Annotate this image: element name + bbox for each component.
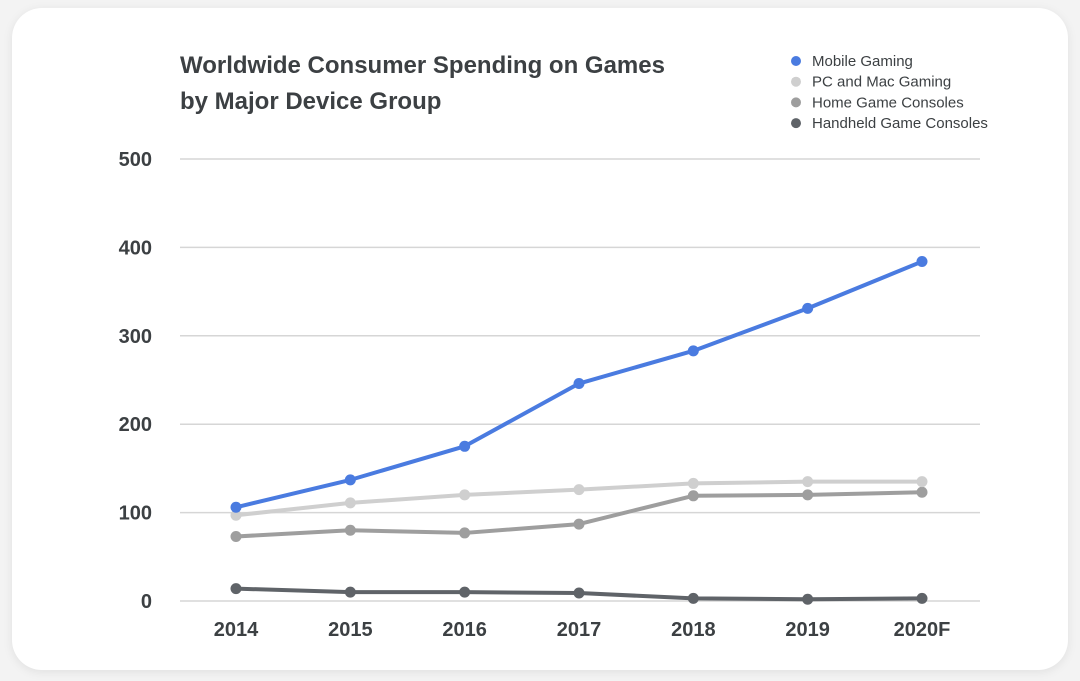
legend-marker	[791, 97, 801, 108]
data-point	[573, 518, 585, 530]
data-point	[344, 497, 356, 509]
x-tick-label: 2020F	[894, 619, 951, 641]
y-tick-label: 500	[119, 149, 152, 171]
legend-label: Mobile Gaming	[812, 53, 913, 70]
data-point	[459, 440, 471, 452]
data-point	[230, 509, 242, 521]
series-line	[234, 490, 924, 539]
x-tick-label: 2017	[557, 619, 602, 641]
data-point	[802, 489, 814, 501]
chart-title: Worldwide Consumer Spending on Games	[180, 52, 665, 79]
chart-subtitle: by Major Device Group	[180, 88, 442, 115]
legend-label: PC and Mac Gaming	[812, 74, 951, 91]
legend-item: Home Game Consoles	[791, 94, 964, 111]
y-tick-label: 100	[119, 503, 152, 525]
data-point	[687, 345, 699, 357]
data-point	[802, 302, 814, 314]
x-tick-label: 2018	[671, 619, 716, 641]
data-point	[459, 489, 471, 501]
data-point	[344, 586, 356, 598]
legend-marker	[791, 118, 801, 129]
data-point	[230, 530, 242, 542]
gridlines	[180, 158, 980, 602]
series-1	[230, 476, 928, 521]
data-point	[687, 592, 699, 604]
legend-item: Mobile Gaming	[791, 53, 913, 70]
legend: Mobile Gaming PC and Mac Gaming Home Game …	[791, 53, 988, 132]
y-tick-label: 300	[119, 326, 152, 348]
data-point	[344, 524, 356, 536]
series-2	[230, 486, 928, 542]
data-point	[459, 586, 471, 598]
data-point	[573, 587, 585, 599]
y-tick-label: 0	[141, 591, 152, 613]
y-tick-label: 400	[119, 237, 152, 259]
legend-label: Home Game Consoles	[812, 94, 964, 111]
x-tick-label: 2019	[785, 619, 830, 641]
data-point	[459, 527, 471, 539]
x-tick-label: 2014	[214, 619, 259, 641]
series-0	[230, 256, 928, 513]
x-tick-label: 2016	[442, 619, 487, 641]
data-point	[230, 583, 242, 595]
legend-marker	[791, 76, 801, 87]
data-point	[916, 486, 928, 498]
y-tick-label: 200	[119, 414, 152, 436]
data-point	[687, 477, 699, 489]
data-point	[687, 490, 699, 502]
legend-marker	[791, 56, 801, 66]
data-point	[230, 501, 242, 513]
series-3	[230, 583, 928, 605]
data-point	[344, 474, 356, 486]
x-tick-label: 2015	[328, 619, 373, 641]
data-point	[802, 593, 814, 605]
data-point	[802, 476, 814, 488]
x-axis-ticks: 2014 2015 2016 2017 2018 2019 2020F	[214, 619, 951, 641]
legend-item: Handheld Game Consoles	[791, 115, 988, 132]
legend-label: Handheld Game Consoles	[812, 115, 988, 132]
data-point	[573, 484, 585, 496]
legend-item: PC and Mac Gaming	[791, 74, 951, 91]
data-point	[916, 256, 928, 268]
data-point	[916, 476, 928, 488]
y-axis-ticks: 500 400 300 200 100 0	[119, 149, 152, 613]
chart-card	[12, 8, 1068, 670]
data-point	[916, 592, 928, 604]
data-point	[573, 378, 585, 390]
series-lines	[230, 256, 928, 605]
